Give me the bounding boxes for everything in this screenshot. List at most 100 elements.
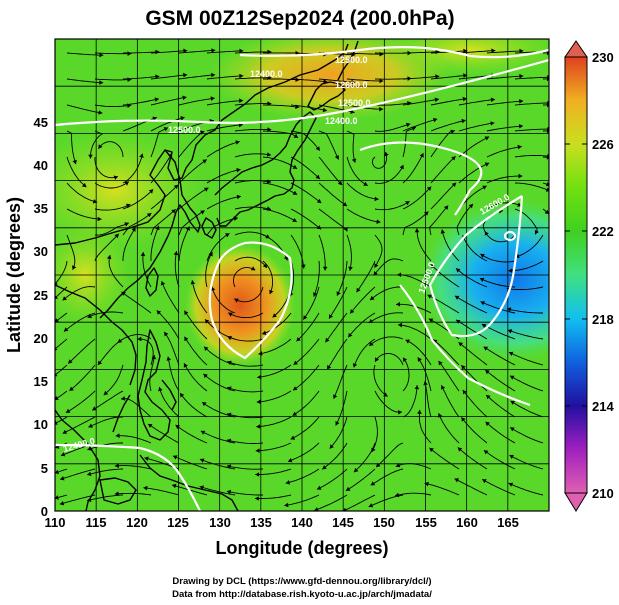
wind-arrowhead bbox=[92, 199, 98, 204]
streamline bbox=[255, 442, 292, 452]
wind-arrowhead bbox=[292, 164, 298, 169]
wind-arrowhead bbox=[127, 51, 132, 56]
streamline bbox=[114, 492, 152, 496]
wind-arrowhead bbox=[397, 410, 402, 415]
streamline bbox=[55, 286, 68, 298]
wind-arrowhead bbox=[202, 159, 207, 164]
height-contours bbox=[55, 45, 549, 511]
wind-arrowhead bbox=[335, 421, 340, 426]
streamline bbox=[262, 260, 274, 295]
wind-arrowhead bbox=[484, 162, 490, 167]
streamline bbox=[346, 104, 384, 110]
wind-arrowhead bbox=[315, 146, 320, 151]
x-tick-label: 135 bbox=[250, 515, 272, 530]
wind-arrowhead bbox=[92, 406, 97, 411]
wind-arrowhead bbox=[154, 97, 159, 102]
streamline bbox=[94, 222, 129, 236]
wind-arrowhead bbox=[284, 502, 289, 508]
wind-arrowhead bbox=[507, 307, 512, 312]
streamline bbox=[256, 416, 292, 428]
wind-arrowhead bbox=[98, 110, 103, 115]
x-tick-label: 120 bbox=[126, 515, 148, 530]
wind-arrowhead bbox=[351, 79, 356, 85]
y-tick-label: 10 bbox=[34, 417, 48, 432]
wind-arrowhead bbox=[334, 155, 339, 160]
streamline bbox=[346, 130, 356, 163]
wind-arrowhead bbox=[508, 268, 513, 273]
y-axis-title: Latitude (degrees) bbox=[4, 197, 24, 353]
wind-arrowhead bbox=[266, 152, 271, 157]
wind-arrowhead bbox=[350, 309, 355, 314]
streamline bbox=[438, 360, 460, 392]
wind-arrowhead bbox=[293, 360, 298, 365]
wind-arrowhead bbox=[88, 423, 93, 428]
streamline bbox=[483, 449, 516, 470]
streamline bbox=[86, 494, 124, 502]
streamline bbox=[458, 98, 496, 106]
streamline bbox=[178, 97, 215, 106]
wind-arrowhead bbox=[211, 72, 216, 78]
streamline bbox=[55, 364, 68, 376]
wind-arrowhead bbox=[325, 337, 330, 343]
wind-arrowhead bbox=[236, 168, 241, 173]
credit-drawing: Drawing by DCL (https://www.gfd-dennou.o… bbox=[172, 576, 431, 587]
streamline bbox=[206, 141, 240, 158]
wind-arrowhead bbox=[375, 357, 379, 362]
streamline bbox=[150, 153, 173, 184]
wind-arrowhead bbox=[227, 335, 232, 341]
wind-arrowhead bbox=[166, 356, 171, 361]
colorbar-label: 230 bbox=[592, 50, 614, 65]
wind-arrowhead bbox=[87, 313, 92, 319]
streamline bbox=[368, 312, 404, 324]
streamline bbox=[56, 494, 68, 499]
streamline bbox=[454, 478, 488, 496]
wind-arrowhead bbox=[405, 201, 410, 206]
wind-arrowhead bbox=[351, 158, 357, 163]
wind-arrowhead bbox=[322, 465, 327, 470]
wind-arrowhead bbox=[266, 179, 272, 184]
wind-arrowhead bbox=[262, 263, 267, 268]
wind-arrowhead bbox=[316, 198, 322, 203]
wind-arrowhead bbox=[443, 205, 449, 210]
wind-arrowhead bbox=[55, 444, 60, 449]
streamline bbox=[486, 146, 522, 158]
wind-arrowhead bbox=[433, 339, 438, 344]
wind-arrowhead bbox=[125, 203, 131, 208]
wind-arrowhead bbox=[368, 503, 374, 508]
streamline bbox=[398, 324, 432, 340]
contour-label: 12400.0 bbox=[325, 116, 358, 126]
wind-arrowhead bbox=[437, 413, 443, 418]
wind-arrowhead bbox=[200, 210, 205, 215]
streamline bbox=[509, 375, 544, 392]
wind-arrowhead bbox=[454, 478, 459, 483]
wind-arrowhead bbox=[292, 218, 297, 222]
wind-arrowhead bbox=[226, 438, 232, 444]
streamline bbox=[103, 364, 124, 396]
streamline bbox=[226, 465, 264, 470]
streamline bbox=[290, 182, 322, 204]
wind-arrowhead bbox=[368, 318, 374, 323]
wind-arrowhead bbox=[156, 310, 162, 315]
streamline bbox=[150, 208, 176, 236]
streamline bbox=[318, 156, 343, 186]
streamline bbox=[65, 390, 96, 414]
wind-arrowhead bbox=[462, 96, 467, 102]
streamline bbox=[94, 233, 120, 262]
contour-label: 12500.0 bbox=[338, 98, 371, 108]
streamline bbox=[458, 341, 488, 366]
wind-arrowhead bbox=[63, 327, 69, 332]
streamline bbox=[316, 468, 348, 490]
wind-arrowhead bbox=[327, 365, 332, 370]
streamline bbox=[290, 130, 321, 151]
wind-arrowhead bbox=[227, 386, 232, 391]
streamline bbox=[206, 233, 230, 262]
streamline bbox=[55, 338, 68, 350]
wind-arrowhead bbox=[451, 156, 456, 161]
streamline bbox=[156, 310, 180, 340]
streamline bbox=[121, 291, 152, 314]
streamline bbox=[293, 338, 320, 366]
wind-arrowhead bbox=[457, 447, 463, 452]
wind-arrowhead bbox=[342, 202, 348, 207]
streamline bbox=[313, 260, 320, 297]
wind-arrowhead bbox=[481, 323, 487, 328]
